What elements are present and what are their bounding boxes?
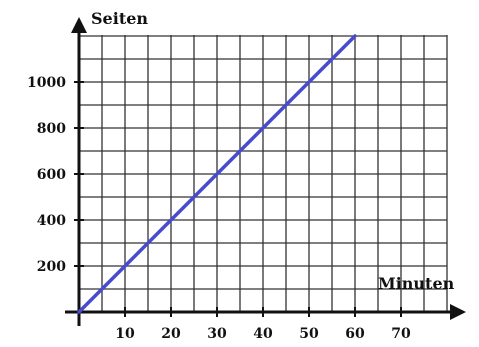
x-tick-label: 60 [345,326,365,342]
grid [79,35,448,312]
y-axis-title: Seiten [91,9,148,28]
x-tick-label: 40 [253,326,273,342]
y-tick-label: 200 [37,259,66,275]
y-tick-label: 600 [37,167,66,183]
axes [65,17,466,326]
y-tick-label: 800 [37,121,66,137]
x-axis-title: Minuten [378,274,455,293]
x-tick-label: 10 [115,326,135,342]
series-line [77,34,357,314]
x-axis-arrow [450,304,466,320]
x-tick-label: 70 [391,326,411,342]
x-tick-label: 50 [299,326,319,342]
series-layer [77,34,357,314]
x-tick-label: 20 [161,326,181,342]
x-tick-label: 30 [207,326,227,342]
y-tick-label: 1000 [27,75,66,91]
y-axis-arrow [71,17,87,33]
tick-labels: 10 20 30 40 50 60 70 200 400 600 800 1000 [27,75,411,342]
y-tick-label: 400 [37,213,66,229]
